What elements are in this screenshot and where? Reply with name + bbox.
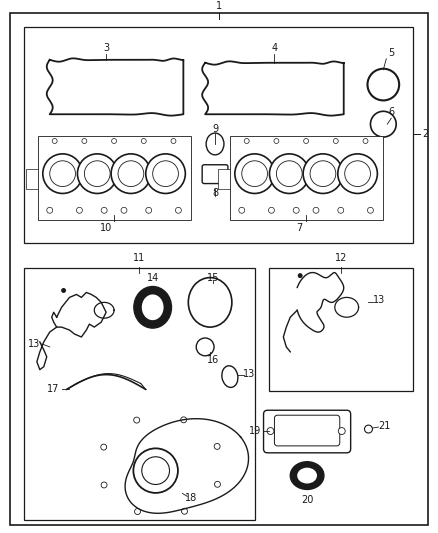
Ellipse shape <box>146 154 185 193</box>
Bar <box>218 169 230 189</box>
Ellipse shape <box>47 207 53 213</box>
Ellipse shape <box>333 139 338 143</box>
Ellipse shape <box>363 139 368 143</box>
Bar <box>269 268 413 391</box>
Bar <box>24 27 413 243</box>
Ellipse shape <box>338 427 345 434</box>
Text: 8: 8 <box>212 189 218 198</box>
Ellipse shape <box>239 207 245 213</box>
Ellipse shape <box>153 161 178 187</box>
Ellipse shape <box>222 366 238 387</box>
Ellipse shape <box>297 467 317 483</box>
Text: 3: 3 <box>103 43 109 53</box>
Ellipse shape <box>242 161 268 187</box>
Text: 19: 19 <box>249 426 261 436</box>
Text: 12: 12 <box>335 253 347 263</box>
Text: 18: 18 <box>185 494 198 503</box>
Ellipse shape <box>338 207 344 213</box>
Ellipse shape <box>134 448 178 493</box>
Bar <box>230 136 383 220</box>
Ellipse shape <box>313 207 319 213</box>
FancyBboxPatch shape <box>275 415 340 446</box>
Text: 11: 11 <box>133 253 145 263</box>
Ellipse shape <box>338 154 378 193</box>
Ellipse shape <box>118 161 144 187</box>
Ellipse shape <box>293 207 299 213</box>
Bar <box>24 268 254 520</box>
Text: 4: 4 <box>272 43 278 53</box>
Ellipse shape <box>181 508 187 514</box>
Ellipse shape <box>142 457 170 484</box>
Ellipse shape <box>364 425 372 433</box>
Ellipse shape <box>101 482 107 488</box>
Ellipse shape <box>61 288 66 293</box>
Ellipse shape <box>85 161 110 187</box>
Ellipse shape <box>101 207 107 213</box>
Ellipse shape <box>290 462 324 489</box>
Bar <box>26 169 38 189</box>
Text: 2: 2 <box>422 129 428 139</box>
Text: 17: 17 <box>47 384 60 394</box>
FancyBboxPatch shape <box>264 410 351 453</box>
Ellipse shape <box>121 207 127 213</box>
Ellipse shape <box>345 161 371 187</box>
Ellipse shape <box>206 133 224 155</box>
FancyBboxPatch shape <box>202 165 228 183</box>
Ellipse shape <box>146 207 152 213</box>
Ellipse shape <box>371 111 396 137</box>
Bar <box>38 136 191 220</box>
Text: 13: 13 <box>243 369 255 378</box>
Text: 21: 21 <box>378 421 391 431</box>
Text: 16: 16 <box>207 355 219 365</box>
Ellipse shape <box>78 154 117 193</box>
Ellipse shape <box>304 139 309 143</box>
Text: 13: 13 <box>28 339 40 349</box>
Ellipse shape <box>101 444 107 450</box>
Ellipse shape <box>276 161 302 187</box>
Ellipse shape <box>181 417 187 423</box>
Ellipse shape <box>268 207 275 213</box>
Text: 6: 6 <box>388 107 394 117</box>
Ellipse shape <box>235 154 275 193</box>
Ellipse shape <box>77 207 82 213</box>
Ellipse shape <box>269 154 309 193</box>
Ellipse shape <box>141 139 146 143</box>
Ellipse shape <box>176 207 181 213</box>
Ellipse shape <box>50 161 75 187</box>
Ellipse shape <box>171 139 176 143</box>
Ellipse shape <box>367 69 399 100</box>
Ellipse shape <box>134 287 172 328</box>
Ellipse shape <box>134 417 140 423</box>
Ellipse shape <box>267 427 274 434</box>
Text: 9: 9 <box>212 124 218 134</box>
Text: 13: 13 <box>374 295 386 305</box>
Text: 1: 1 <box>216 1 222 11</box>
Ellipse shape <box>214 443 220 449</box>
Ellipse shape <box>142 294 163 320</box>
Ellipse shape <box>367 207 374 213</box>
Ellipse shape <box>188 278 232 327</box>
Ellipse shape <box>52 139 57 143</box>
Text: 15: 15 <box>207 272 219 282</box>
Text: 5: 5 <box>388 48 395 58</box>
Ellipse shape <box>134 508 141 514</box>
Ellipse shape <box>112 139 117 143</box>
Ellipse shape <box>196 338 214 356</box>
Ellipse shape <box>303 154 343 193</box>
Ellipse shape <box>215 481 220 487</box>
Text: 7: 7 <box>296 223 302 233</box>
Ellipse shape <box>274 139 279 143</box>
Text: 14: 14 <box>147 272 159 282</box>
Ellipse shape <box>43 154 82 193</box>
Ellipse shape <box>82 139 87 143</box>
Ellipse shape <box>298 273 303 278</box>
Ellipse shape <box>244 139 249 143</box>
Text: 20: 20 <box>301 495 313 505</box>
Text: 10: 10 <box>100 223 112 233</box>
Ellipse shape <box>111 154 151 193</box>
Ellipse shape <box>310 161 336 187</box>
